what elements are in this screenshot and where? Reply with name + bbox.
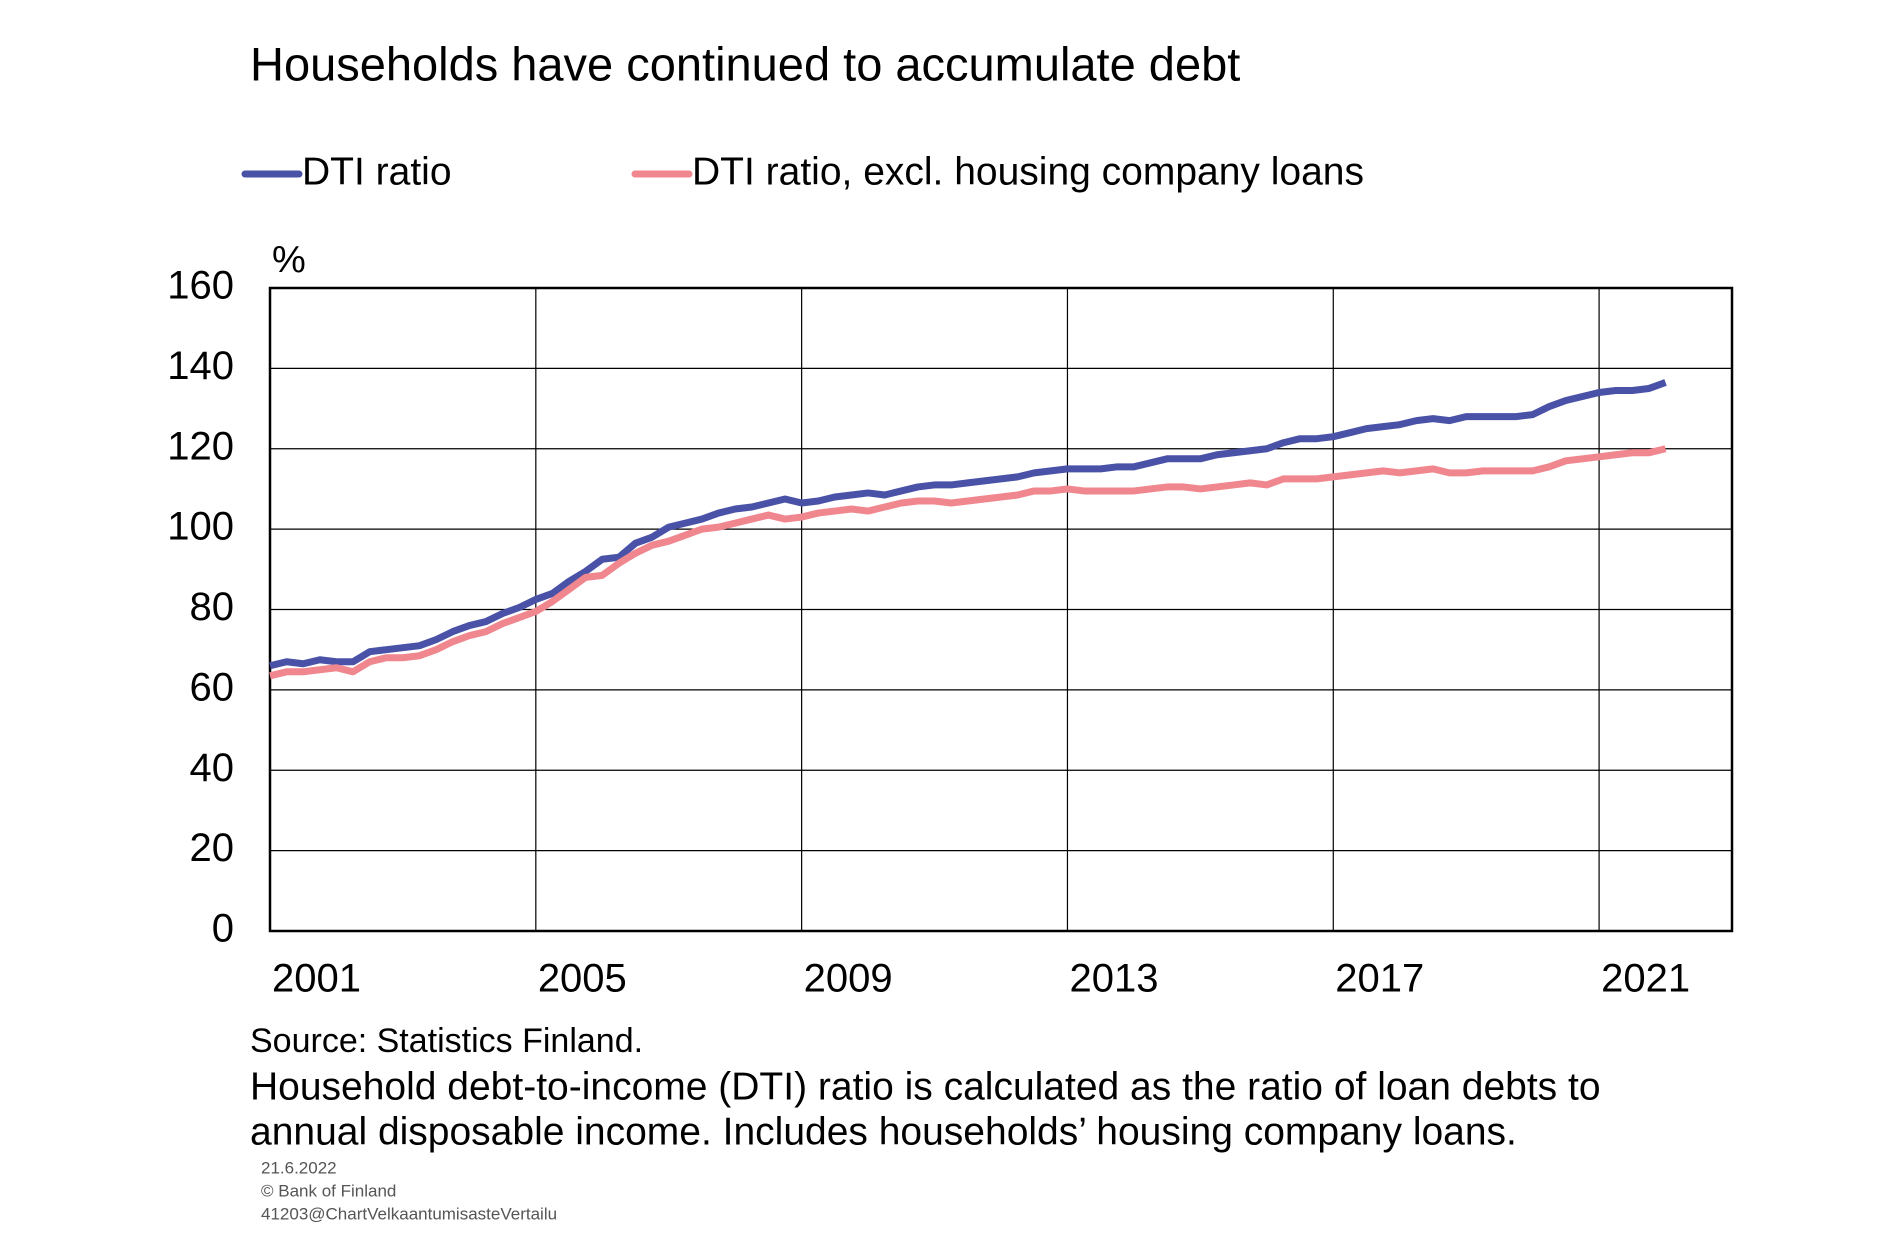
x-tick-label: 2013	[1069, 957, 1158, 1001]
source: Source: Statistics Finland.	[250, 1022, 643, 1060]
y-axis-label: %	[272, 239, 306, 281]
y-tick-label: 120	[167, 424, 234, 468]
plot-frame	[268, 286, 1734, 933]
y-tick-label: 80	[190, 585, 235, 629]
note: Household debt-to-income (DTI) ratio is …	[250, 1065, 1601, 1108]
legend-label: DTI ratio	[302, 150, 452, 193]
y-tick-label: 60	[190, 665, 235, 709]
x-tick-label: 2009	[804, 957, 893, 1001]
y-tick-label: 0	[212, 907, 234, 951]
y-tick-label: 100	[167, 505, 234, 549]
footer: 41203@ChartVelkaantumisasteVertailu	[261, 1204, 557, 1223]
footer: 21.6.2022	[261, 1158, 337, 1177]
y-tick-label: 140	[167, 344, 234, 388]
x-tick-label: 2017	[1335, 957, 1424, 1001]
y-tick-label: 20	[190, 826, 235, 870]
note: annual disposable income. Includes house…	[250, 1110, 1517, 1153]
x-tick-label: 2001	[272, 957, 361, 1001]
x-tick-label: 2021	[1601, 957, 1690, 1001]
series-line	[269, 445, 1667, 680]
footer: © Bank of Finland	[261, 1181, 396, 1200]
legend-label: DTI ratio, excl. housing company loans	[692, 150, 1364, 193]
y-tick-label: 160	[167, 264, 234, 308]
y-tick-label: 40	[190, 746, 235, 790]
series-line	[269, 379, 1667, 670]
chart-title: Households have continued to accumulate …	[250, 37, 1240, 90]
x-tick-label: 2005	[538, 957, 627, 1001]
